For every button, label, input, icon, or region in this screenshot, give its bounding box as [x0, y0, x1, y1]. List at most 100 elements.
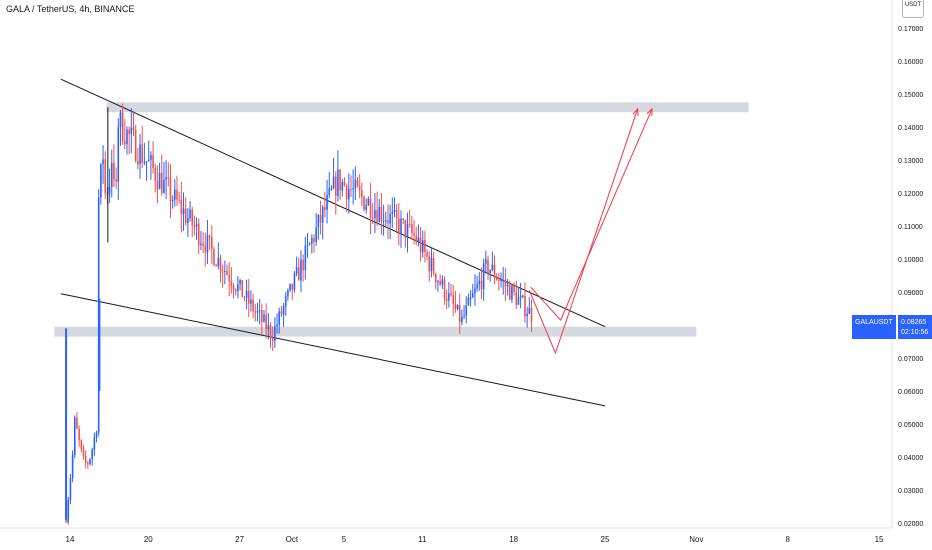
candle-body — [363, 196, 365, 210]
candle-body — [391, 212, 394, 215]
chart-title: GALA / TetherUS, 4h, BINANCE — [6, 4, 135, 14]
candle-body — [395, 209, 398, 219]
candle-body — [443, 279, 446, 299]
price-tick-label: 0.15000 — [898, 92, 923, 99]
candle-body — [124, 141, 126, 145]
candle-body — [432, 257, 435, 274]
candle-body — [78, 428, 80, 441]
candle-body — [187, 218, 189, 223]
candle-body — [250, 299, 252, 304]
candle-body — [384, 220, 387, 222]
candle-body — [371, 217, 374, 219]
candle-body — [237, 284, 239, 292]
currency-label[interactable]: USDT — [902, 0, 924, 18]
trendline-lower — [60, 293, 606, 407]
candle-body — [178, 199, 180, 201]
price-tick-label: 0.12000 — [898, 191, 923, 198]
candle-body — [398, 218, 400, 234]
candle-body — [102, 159, 104, 165]
candle-body — [206, 235, 209, 253]
candle-body — [208, 235, 211, 238]
candle-body — [350, 189, 352, 191]
candle-body — [380, 206, 383, 221]
candle-body — [137, 160, 139, 165]
candle-body — [356, 180, 359, 187]
candles-layer — [65, 103, 533, 525]
time-tick-label: 14 — [66, 535, 75, 544]
candle-body — [152, 155, 154, 168]
candle-body — [393, 209, 396, 213]
candle-body — [100, 164, 102, 198]
candle-body — [104, 159, 107, 194]
candle-body — [171, 199, 174, 201]
time-tick-label: 8 — [785, 535, 790, 544]
projection-layer[interactable] — [528, 107, 653, 355]
candle-body — [445, 298, 448, 301]
candle-body — [200, 243, 202, 245]
candle-body — [367, 198, 370, 205]
candle-body — [517, 297, 520, 305]
candle-body — [456, 305, 459, 309]
candle-body — [332, 176, 335, 189]
candle-body — [469, 297, 472, 299]
candle-body — [465, 305, 468, 316]
candle-body — [489, 270, 491, 273]
candle-body — [241, 280, 244, 298]
candle-body — [511, 285, 513, 300]
time-tick-label: 20 — [144, 535, 153, 544]
candle-body — [195, 223, 198, 227]
candle-body — [441, 279, 444, 285]
candle-body — [115, 179, 117, 182]
candle-body — [261, 310, 263, 322]
candle-body — [404, 219, 407, 238]
candle-body — [450, 293, 452, 296]
candle-body — [226, 271, 228, 275]
projection-path-outer — [528, 108, 639, 355]
candle-body — [280, 311, 283, 315]
candle-body — [302, 259, 304, 271]
candle-body — [130, 127, 133, 134]
candle-body — [326, 194, 328, 210]
candle-body — [339, 169, 341, 191]
candle-body — [134, 130, 137, 161]
price-tick-label: 0.06000 — [898, 389, 923, 396]
candle-body — [415, 235, 418, 242]
candle-body — [502, 280, 505, 282]
candle-body — [189, 209, 191, 219]
candle-body — [528, 307, 531, 314]
candle-body — [184, 208, 187, 223]
candle-body — [417, 237, 420, 242]
projection-arrowhead — [632, 107, 639, 116]
candle-body — [408, 223, 411, 225]
candle-body — [467, 297, 470, 306]
candle-body — [89, 459, 91, 464]
candle-body — [308, 243, 311, 245]
candle-body — [289, 283, 291, 291]
candle-body — [287, 290, 289, 297]
candle-body — [284, 296, 287, 307]
candle-body — [361, 189, 363, 197]
zone-resistance — [106, 102, 749, 113]
candle-body — [234, 289, 237, 292]
candle-body — [521, 295, 524, 297]
candle-body — [239, 280, 241, 285]
candle-body — [369, 198, 372, 218]
candle-body — [193, 225, 196, 227]
time-axis[interactable]: 14 20 27 Oct 5 11 18 25 Nov 8 15 — [0, 527, 892, 544]
candle-body — [474, 288, 476, 294]
candle-body — [76, 417, 78, 429]
candle-body — [165, 177, 167, 180]
candle-body — [387, 220, 389, 224]
candle-body — [80, 440, 83, 450]
candle-body — [378, 206, 381, 223]
candle-body — [439, 281, 441, 285]
price-tick-label: 0.11000 — [898, 224, 923, 231]
candle-body — [180, 200, 183, 215]
candle-body — [411, 224, 413, 234]
projection-path-inner — [530, 108, 653, 322]
candle-body — [93, 437, 96, 450]
candle-body — [402, 218, 404, 220]
candle-body — [73, 417, 76, 455]
